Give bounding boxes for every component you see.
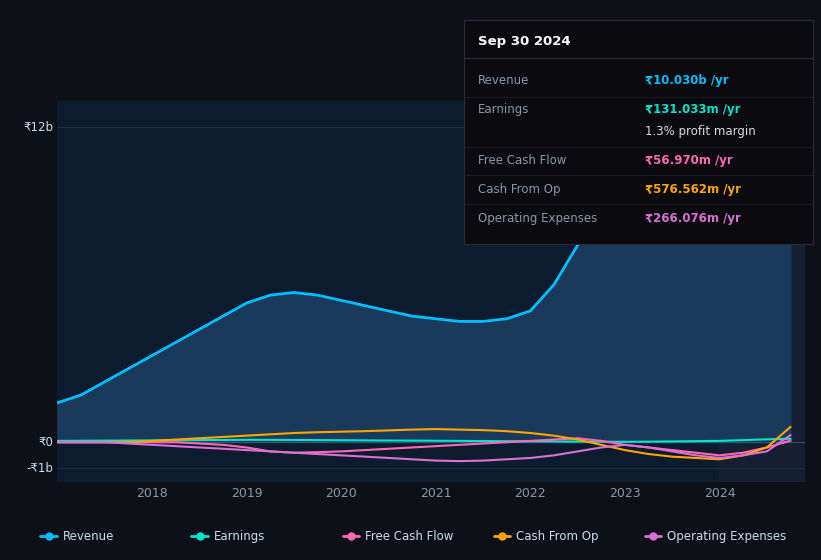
Text: ₹0: ₹0 (39, 436, 53, 449)
Text: Cash From Op: Cash From Op (516, 530, 599, 543)
Text: Earnings: Earnings (214, 530, 265, 543)
Text: ₹10.030b /yr: ₹10.030b /yr (645, 73, 729, 87)
Text: Revenue: Revenue (63, 530, 114, 543)
Text: 1.3% profit margin: 1.3% profit margin (645, 125, 756, 138)
Text: ₹12b: ₹12b (24, 120, 53, 134)
Text: Free Cash Flow: Free Cash Flow (478, 154, 566, 167)
Text: ₹576.562m /yr: ₹576.562m /yr (645, 183, 741, 197)
Bar (719, 101, 805, 482)
Text: -₹1b: -₹1b (27, 462, 53, 475)
Text: ₹266.076m /yr: ₹266.076m /yr (645, 212, 741, 226)
Text: Revenue: Revenue (478, 73, 530, 87)
Text: Free Cash Flow: Free Cash Flow (365, 530, 453, 543)
Text: Sep 30 2024: Sep 30 2024 (478, 35, 571, 48)
Text: Operating Expenses: Operating Expenses (667, 530, 787, 543)
Text: ₹131.033m /yr: ₹131.033m /yr (645, 102, 741, 116)
Text: Operating Expenses: Operating Expenses (478, 212, 597, 226)
Text: Earnings: Earnings (478, 102, 530, 116)
Text: ₹56.970m /yr: ₹56.970m /yr (645, 154, 733, 167)
Text: Cash From Op: Cash From Op (478, 183, 560, 197)
